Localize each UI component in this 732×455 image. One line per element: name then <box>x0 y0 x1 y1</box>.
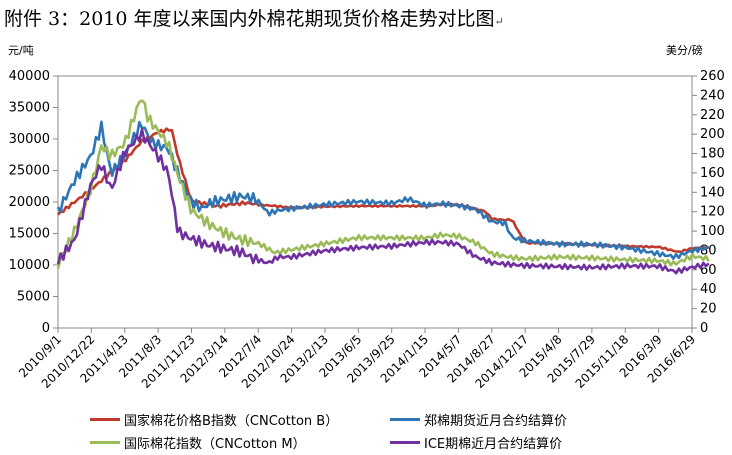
right-tick-label: 40 <box>700 282 717 297</box>
series-layer <box>56 99 710 275</box>
right-axis-unit: 美分/磅 <box>666 43 703 57</box>
legend-item-cncotton-m: 国际棉花指数（CNCotton M） <box>90 433 306 452</box>
right-tick-label: 220 <box>700 108 725 123</box>
series-line-2 <box>56 99 710 269</box>
legend-swatch-red <box>90 418 120 421</box>
right-tick-label: 180 <box>700 147 725 162</box>
legend-item-cncotton-b: 国家棉花价格B指数（CNCotton B） <box>90 410 338 429</box>
right-tick-label: 260 <box>700 69 725 84</box>
right-tick-label: 120 <box>700 205 725 220</box>
right-tick-label: 200 <box>700 127 725 142</box>
legend-item-zhengzhou-futures: 郑棉期货近月合约结算价 <box>390 410 567 429</box>
legend-label: ICE期棉近月合约结算价 <box>424 437 563 452</box>
chart-title-text: 附件 3：2010 年度以来国内外棉花期现货价格走势对比图 <box>4 8 495 30</box>
legend-label: 国家棉花价格B指数（CNCotton B） <box>124 414 339 429</box>
left-tick-label: 5000 <box>17 290 50 305</box>
right-tick-label: 0 <box>700 321 708 336</box>
chart-title: 附件 3：2010 年度以来国内外棉花期现货价格走势对比图↵ <box>4 4 504 31</box>
legend-label: 郑棉期货近月合约结算价 <box>424 414 568 429</box>
left-tick-label: 40000 <box>9 69 50 84</box>
right-tick-label: 240 <box>700 88 725 103</box>
right-tick-label: 140 <box>700 185 725 200</box>
left-tick-label: 25000 <box>9 164 50 179</box>
left-tick-label: 0 <box>42 321 50 336</box>
right-tick-label: 60 <box>700 263 717 278</box>
legend-label: 国际棉花指数（CNCotton M） <box>124 437 306 452</box>
left-tick-label: 35000 <box>9 101 50 116</box>
legend-swatch-blue <box>390 418 420 421</box>
left-tick-label: 15000 <box>9 227 50 242</box>
legend-swatch-purple <box>390 441 420 444</box>
left-tick-label: 20000 <box>9 195 50 210</box>
right-tick-label: 20 <box>700 302 717 317</box>
series-line-0 <box>57 127 710 254</box>
left-tick-label: 30000 <box>9 132 50 147</box>
series-line-3 <box>56 128 710 275</box>
left-axis-unit: 元/吨 <box>8 44 34 57</box>
left-tick-label: 10000 <box>9 258 50 273</box>
right-tick-label: 160 <box>700 166 725 181</box>
legend-item-ice-futures: ICE期棉近月合约结算价 <box>390 433 562 452</box>
right-tick-label: 100 <box>700 224 725 239</box>
x-axis: 2010/9/12010/12/222011/4/132011/8/32011/… <box>16 328 698 391</box>
legend-swatch-green <box>90 441 120 444</box>
series-line-1 <box>56 120 710 260</box>
return-mark-icon: ↵ <box>494 15 504 28</box>
left-y-axis: 0 5000 10000 15000 20000 25000 30000 35000 40000 <box>9 69 58 336</box>
